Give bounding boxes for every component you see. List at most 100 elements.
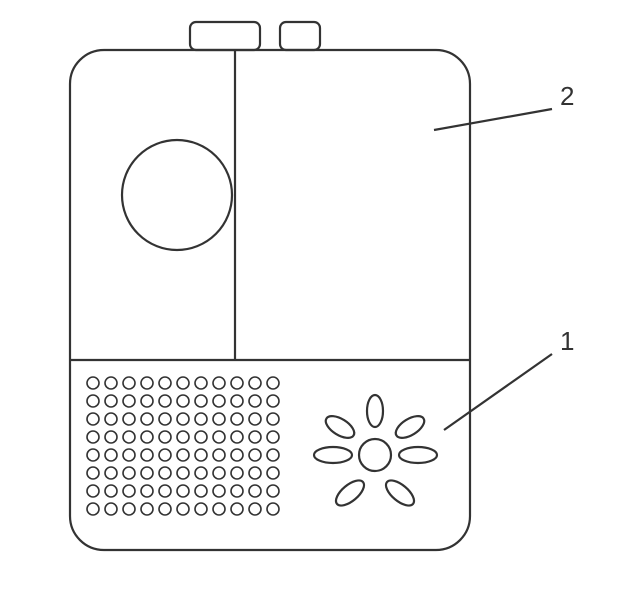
grill-hole [231, 467, 243, 479]
grill-hole [87, 503, 99, 515]
grill-hole [159, 431, 171, 443]
grill-hole [249, 503, 261, 515]
grill-hole [123, 395, 135, 407]
grill-hole [213, 413, 225, 425]
grill-hole [159, 485, 171, 497]
grill-hole [213, 485, 225, 497]
fan-petal-1 [392, 412, 428, 443]
grill-hole [267, 377, 279, 389]
grill-hole [267, 431, 279, 443]
grill-hole [141, 413, 153, 425]
grill-hole [231, 503, 243, 515]
grill-hole [177, 377, 189, 389]
grill-hole [249, 413, 261, 425]
grill-hole [123, 503, 135, 515]
grill-hole [231, 377, 243, 389]
grill-hole [159, 467, 171, 479]
grill-hole [177, 467, 189, 479]
grill-hole [159, 395, 171, 407]
grill-hole [195, 431, 207, 443]
grill-hole [267, 467, 279, 479]
grill-hole [159, 503, 171, 515]
grill-hole [213, 395, 225, 407]
leader-label-0: 2 [560, 81, 574, 111]
grill-hole [105, 377, 117, 389]
top-tab-1 [280, 22, 320, 50]
grill-hole [141, 431, 153, 443]
grill-hole [141, 449, 153, 461]
grill-hole [195, 377, 207, 389]
grill-hole [249, 395, 261, 407]
grill-hole [231, 395, 243, 407]
diagram-stage: 21 [0, 0, 618, 600]
grill-hole [249, 485, 261, 497]
fan-petal-6 [322, 412, 358, 443]
grill-hole [195, 485, 207, 497]
grill-hole [105, 467, 117, 479]
grill-hole [177, 431, 189, 443]
fan-petal-0 [367, 395, 383, 427]
grill-hole [141, 377, 153, 389]
grill-hole [195, 503, 207, 515]
grill-hole [195, 395, 207, 407]
top-tab-0 [190, 22, 260, 50]
grill-hole [231, 413, 243, 425]
grill-hole [267, 503, 279, 515]
grill-hole [213, 467, 225, 479]
grill-hole [105, 431, 117, 443]
grill-hole [123, 431, 135, 443]
grill-hole [123, 485, 135, 497]
grill-hole [267, 449, 279, 461]
grill-hole [87, 485, 99, 497]
grill-hole [249, 467, 261, 479]
grill-hole [195, 413, 207, 425]
grill-hole [87, 449, 99, 461]
grill-hole [177, 395, 189, 407]
leader-line-0 [434, 109, 552, 130]
grill-hole [177, 449, 189, 461]
grill-hole [249, 377, 261, 389]
leader-line-1 [444, 354, 552, 430]
grill-hole [231, 449, 243, 461]
grill-hole [87, 413, 99, 425]
grill-hole [249, 431, 261, 443]
fan-petal-5 [314, 447, 352, 463]
grill-hole [213, 431, 225, 443]
grill-hole [159, 449, 171, 461]
grill-hole [141, 485, 153, 497]
grill-hole [123, 413, 135, 425]
grill-hole [231, 485, 243, 497]
grill-hole [141, 503, 153, 515]
grill-hole [123, 449, 135, 461]
device-body [70, 50, 470, 550]
grill-hole [177, 503, 189, 515]
grill-hole [267, 413, 279, 425]
grill-hole [159, 413, 171, 425]
grill-hole [195, 467, 207, 479]
grill-hole [141, 467, 153, 479]
grill-hole [105, 395, 117, 407]
fan-petal-2 [399, 447, 437, 463]
grill-hole [267, 395, 279, 407]
grill-hole [123, 377, 135, 389]
grill-hole [87, 431, 99, 443]
grill-hole [213, 377, 225, 389]
grill-hole [105, 449, 117, 461]
fan-petal-4 [332, 476, 368, 510]
lens-circle [122, 140, 232, 250]
grill-hole [267, 485, 279, 497]
grill-hole [177, 413, 189, 425]
leader-label-1: 1 [560, 326, 574, 356]
grill-hole [87, 467, 99, 479]
fan-center [359, 439, 391, 471]
grill-hole [141, 395, 153, 407]
grill-hole [213, 449, 225, 461]
grill [87, 377, 279, 515]
diagram-svg: 21 [0, 0, 618, 600]
grill-hole [105, 503, 117, 515]
grill-hole [87, 395, 99, 407]
fan-petal-3 [382, 476, 418, 510]
grill-hole [87, 377, 99, 389]
grill-hole [105, 485, 117, 497]
grill-hole [123, 467, 135, 479]
